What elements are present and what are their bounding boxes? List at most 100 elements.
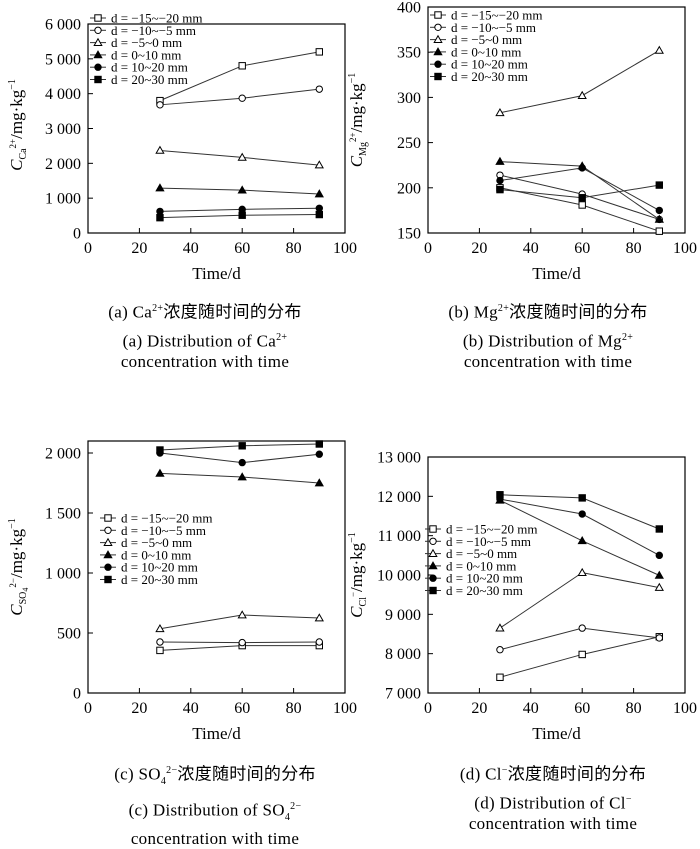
data-point: [238, 458, 246, 467]
data-point: [237, 185, 247, 194]
data-point: [156, 638, 164, 646]
legend-label: d = 10~20 mm: [451, 57, 528, 72]
legend-marker: [429, 537, 437, 545]
series-6: [156, 440, 324, 454]
x-tick-label: 80: [286, 700, 302, 717]
y-tick-label: 13 000: [377, 450, 421, 467]
data-point: [655, 181, 663, 189]
chart-b: 0 20 40 60 80 100 150 200 250 300 350 400 Time/d CMg2…: [347, 0, 697, 283]
caption-c: (c) SO42−浓度随时间的分布 (c) Distribution of SO…: [70, 760, 360, 849]
data-point: [496, 673, 504, 681]
y-tick-label: 0: [73, 226, 81, 243]
data-point: [577, 567, 587, 576]
x-axis-label: Time/d: [532, 724, 581, 743]
legend-marker: [104, 526, 112, 534]
x-tick-label: 40: [183, 700, 199, 717]
legend-label: d = 20~30 mm: [111, 72, 188, 87]
y-tick-label: 150: [397, 226, 421, 243]
legend-marker: [429, 574, 437, 582]
caption-a-en2: concentration with time: [120, 352, 290, 372]
y-tick-label: 9 000: [385, 607, 421, 624]
legend-marker: [93, 50, 103, 59]
data-point: [315, 48, 324, 56]
data-point: [155, 623, 165, 633]
legend-marker: [434, 11, 442, 19]
caption-b-en2: concentration with time: [463, 352, 633, 372]
x-axis-label: Time/d: [192, 264, 241, 283]
y-tick-label: 3 000: [45, 121, 81, 138]
x-tick-label: 100: [333, 700, 357, 717]
chart-a: 0 20 40 60 80 100 0 1 000 2 000 3 000 4 000 5 000 6 …: [7, 11, 357, 284]
data-point: [315, 204, 323, 212]
legend-label: d = −10~−5 mm: [451, 20, 536, 35]
y-tick-label: 300: [397, 90, 421, 107]
legend-marker: [94, 75, 102, 84]
x-tick-label: 0: [424, 240, 432, 257]
caption-b-en1: (b) Distribution of Mg2+: [462, 331, 634, 351]
data-point: [496, 176, 504, 185]
caption-d-en2: concentration with time: [468, 814, 638, 834]
data-point: [578, 650, 586, 659]
data-point: [238, 62, 246, 70]
data-point: [655, 227, 663, 235]
legend-label: d = 10~20 mm: [111, 60, 188, 75]
plot-frame: [427, 6, 686, 234]
y-tick-label: 10 000: [377, 568, 421, 585]
legend-marker: [103, 550, 113, 559]
series-6: [156, 210, 324, 222]
legend-marker: [104, 514, 112, 522]
legend-marker: [104, 563, 112, 571]
x-tick-label: 100: [673, 240, 697, 257]
y-tick-label: 2 000: [45, 446, 81, 463]
legend-marker: [429, 525, 437, 533]
data-point: [314, 613, 324, 622]
caption-b-cn: (b) Mg2+浓度随时间的分布: [448, 302, 648, 322]
x-tick-label: 0: [424, 700, 432, 717]
data-point: [577, 535, 587, 545]
caption-c-en1: (c) Distribution of SO42−: [128, 800, 302, 824]
data-point: [654, 570, 664, 579]
data-point: [156, 101, 164, 109]
y-tick-label: 0: [73, 686, 81, 703]
data-point: [654, 582, 664, 591]
data-point: [578, 510, 586, 518]
y-tick-label: 4 000: [45, 86, 81, 103]
legend-marker: [94, 26, 102, 34]
data-point: [577, 90, 587, 99]
legend-label: d = −10~−5 mm: [111, 23, 196, 38]
data-point: [495, 107, 505, 117]
data-point: [654, 214, 664, 223]
legend: d = −15~−20 mmd = −10~−5 mmd = −5~0 mmd …: [100, 511, 213, 587]
series-6: [496, 491, 663, 533]
legend-label: d = 0~10 mm: [111, 47, 181, 62]
data-point: [156, 213, 164, 222]
data-point: [314, 160, 324, 169]
x-tick-label: 60: [234, 700, 250, 717]
legend-label: d = −5~0 mm: [111, 35, 182, 50]
x-tick-label: 60: [234, 240, 250, 257]
data-point: [315, 450, 323, 458]
data-point: [654, 45, 664, 54]
legend-marker: [104, 575, 112, 584]
y-tick-label: 5 000: [45, 51, 81, 68]
series-2: [156, 85, 323, 109]
legend-marker: [428, 548, 438, 557]
y-tick-label: 1 000: [45, 566, 81, 583]
caption-a-en1: (a) Distribution of Ca2+: [122, 331, 288, 351]
x-tick-label: 80: [626, 240, 642, 257]
caption-a: (a) Ca2+浓度随时间的分布 (a) Distribution of Ca2…: [60, 298, 350, 372]
y-tick-label: 6 000: [45, 17, 81, 34]
data-point: [315, 85, 323, 93]
legend: d = −15~−20 mmd = −10~−5 mmd = −5~0 mmd …: [430, 8, 543, 84]
legend: d = −15~−20 mmd = −10~−5 mmd = −5~0 mmd …: [425, 522, 538, 598]
x-tick-label: 40: [183, 240, 199, 257]
legend-marker: [428, 561, 438, 570]
figure-canvas: 0 20 40 60 80 100 0 1 000 2 000 3 000 4 000 5 000 6 …: [7, 0, 697, 743]
legend-marker: [434, 72, 442, 81]
x-tick-label: 60: [574, 700, 590, 717]
y-tick-label: 7 000: [385, 686, 421, 703]
caption-c-en2: concentration with time: [130, 829, 300, 849]
data-point: [496, 646, 504, 654]
x-axis-label: Time/d: [532, 264, 581, 283]
caption-b: (b) Mg2+浓度随时间的分布 (b) Distribution of Mg2…: [398, 298, 698, 372]
